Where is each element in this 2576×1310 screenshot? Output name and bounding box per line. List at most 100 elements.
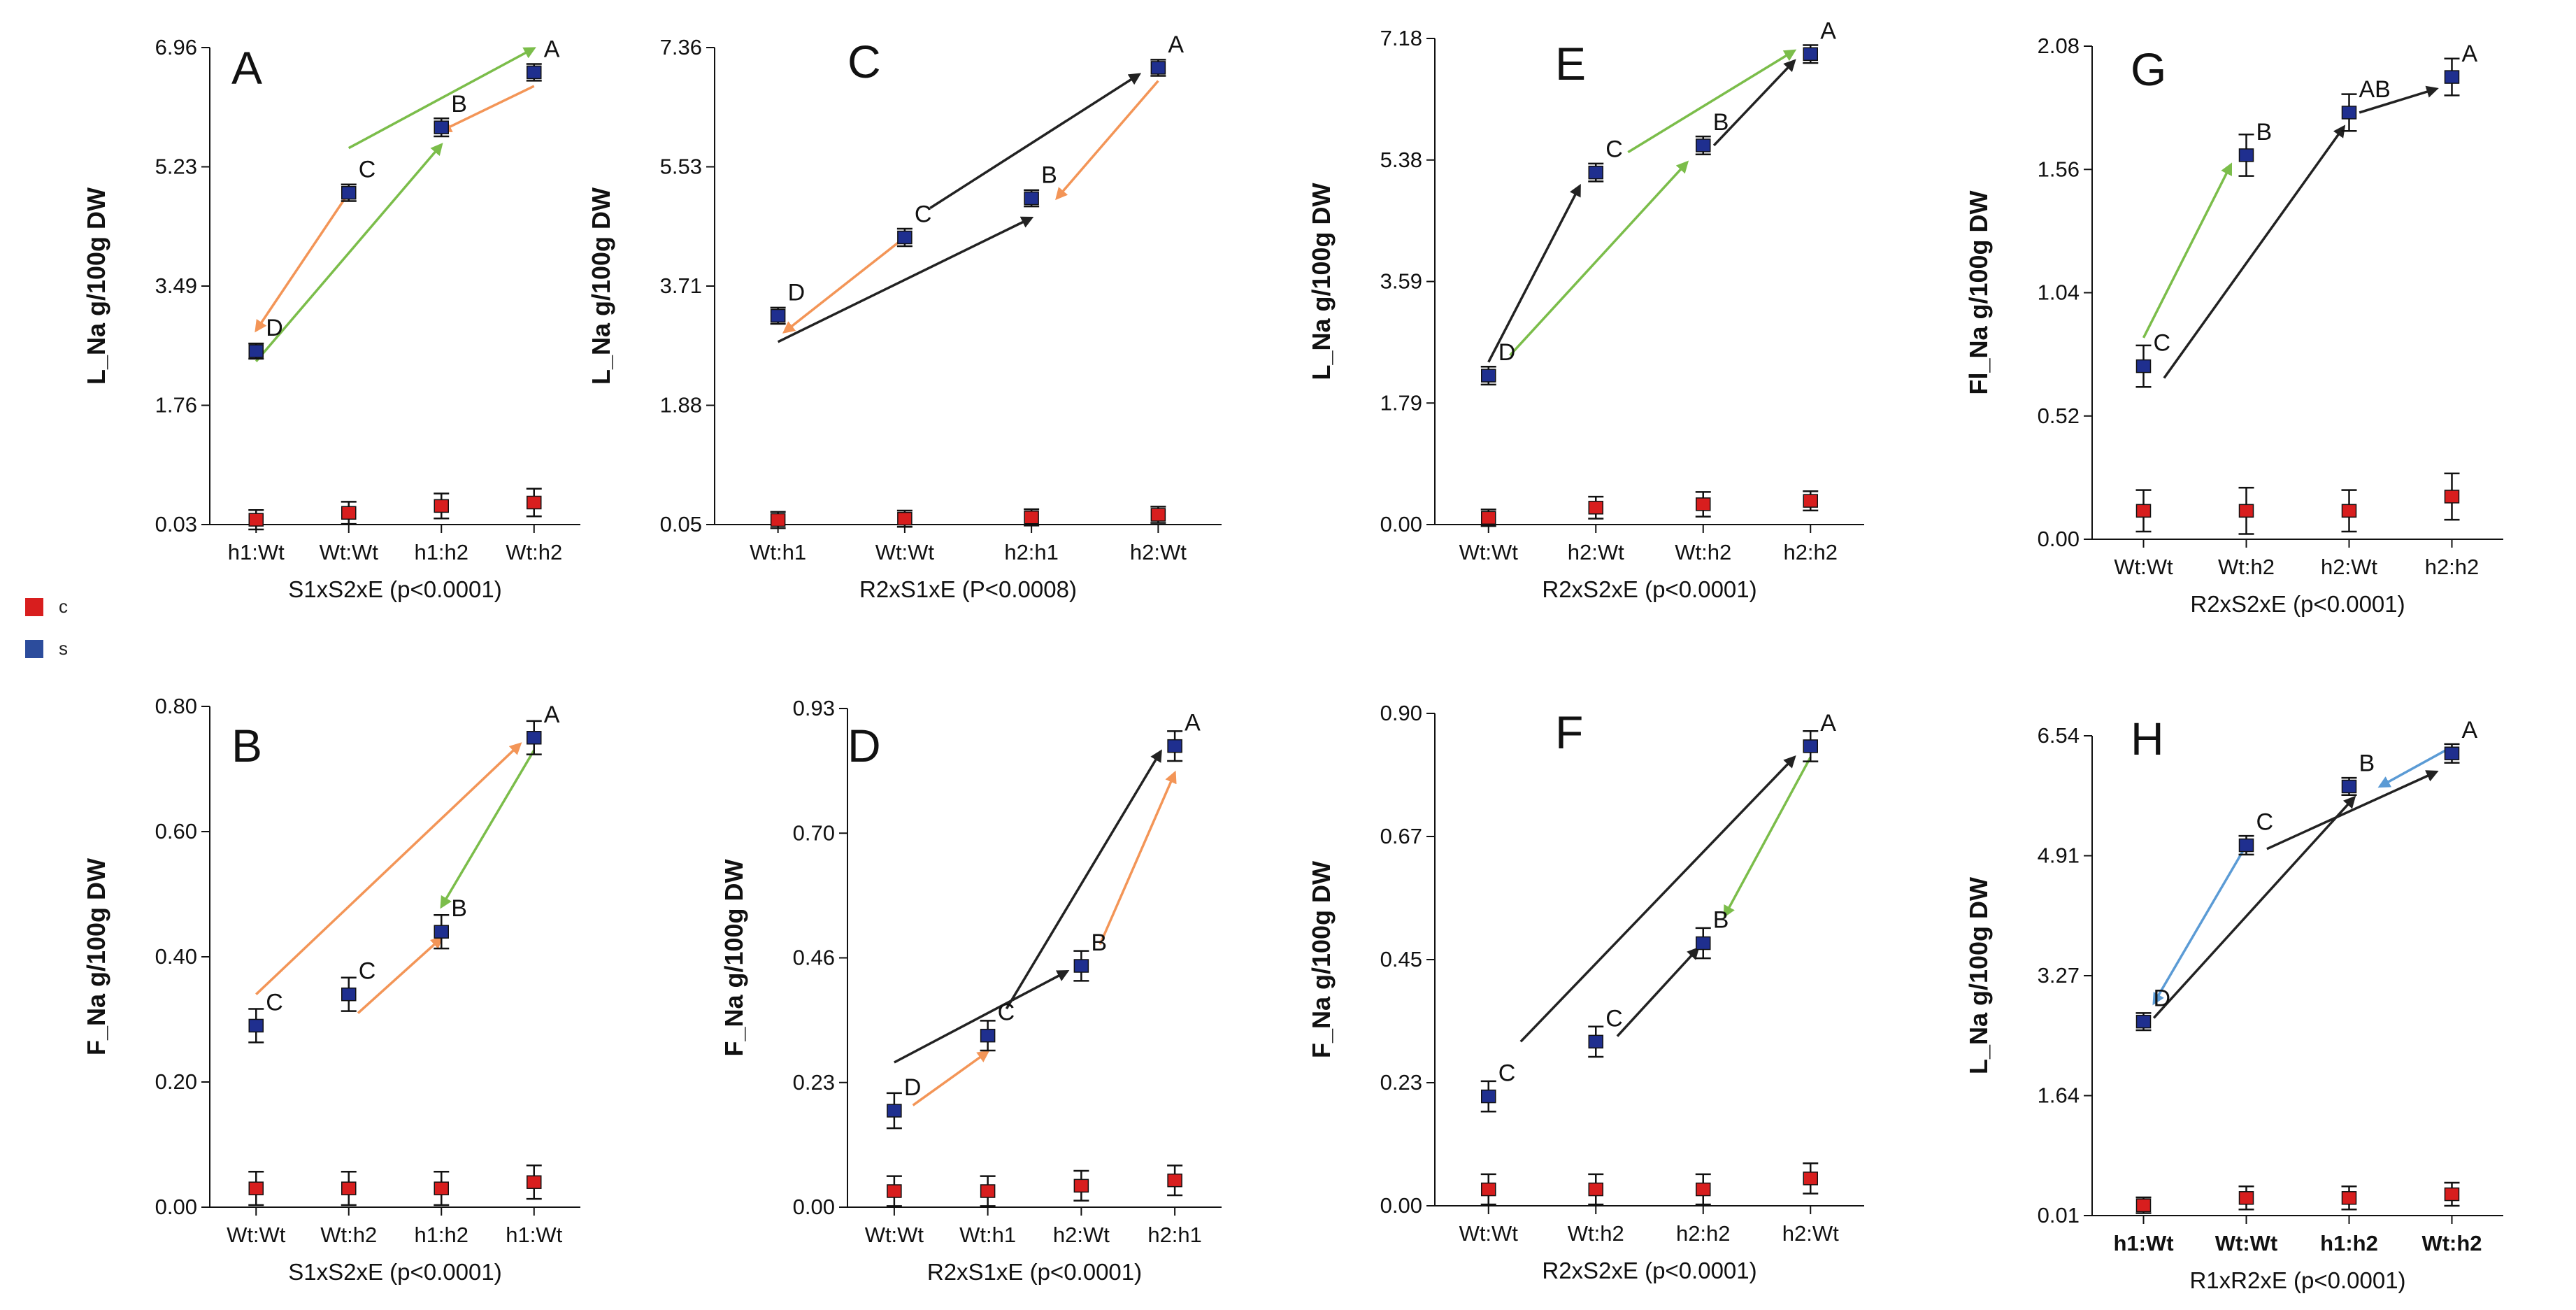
- panel-h-sig-letter: B: [2359, 750, 2375, 776]
- panel-d-point-s: [1073, 959, 1089, 973]
- panel-d-sig-letter: A: [1185, 710, 1201, 736]
- panel-g-point-c: [2135, 504, 2152, 518]
- panel-h-arrow-black: [2266, 770, 2439, 850]
- panel-f-point-c: [1803, 1172, 1818, 1186]
- panel-g-point-c: [2444, 490, 2460, 504]
- panel-c-panel-label: C: [847, 36, 881, 87]
- panel-d-y-tick-label: 0.46: [793, 946, 835, 970]
- panel-a-point-c: [527, 495, 542, 510]
- panel-h-sig-letter: A: [2462, 717, 2478, 743]
- panel-b-y-tick-label: 0.00: [155, 1195, 197, 1219]
- panel-d-x-axis-title: R2xS1xE (p<0.0001): [927, 1259, 1142, 1285]
- panel-d-arrow-orange: [912, 1050, 990, 1106]
- panel-g-panel-label: G: [2131, 43, 2166, 95]
- panel-b-sig-letter: C: [266, 989, 283, 1016]
- panel-h-arrow-blue: [2152, 844, 2248, 1006]
- panel-f-y-tick-label: 0.23: [1380, 1070, 1422, 1095]
- panel-h-x-tick-label: h1:Wt: [2113, 1231, 2173, 1255]
- panel-a-x-tick-label: Wt:h2: [506, 540, 562, 564]
- legend-item-s: s: [25, 638, 68, 660]
- panel-b-sig-letter: C: [359, 958, 376, 985]
- panel-e-x-tick-label: h2:Wt: [1568, 540, 1624, 564]
- panel-b-point-s: [434, 925, 449, 939]
- panel-g-sig-letter: AB: [2359, 76, 2391, 103]
- panel-d-y-axis-title: F_Na g/100g DW: [720, 859, 748, 1056]
- panel-f-point-s: [1803, 739, 1818, 753]
- legend-label-c: c: [59, 596, 68, 617]
- panel-h-point-s: [2444, 746, 2460, 760]
- panel-h-y-tick-label: 0.01: [2038, 1203, 2080, 1227]
- legend-swatch-s: [25, 639, 43, 658]
- panel-a-x-axis-title: S1xS2xE (p<0.0001): [288, 576, 501, 602]
- panel-e-point-s: [1588, 165, 1603, 180]
- panel-b-x-tick-label: Wt:h2: [320, 1223, 377, 1247]
- panel-h-sig-letter: D: [2154, 985, 2171, 1012]
- panel-e-point-c: [1696, 497, 1711, 511]
- panel-b-arrow-green: [440, 749, 536, 909]
- panel-d-y-tick-label: 0.70: [793, 820, 835, 845]
- panel-f-x-tick-label: Wt:Wt: [1459, 1221, 1519, 1246]
- panel-d-arrow-orange: [1099, 770, 1177, 946]
- panel-d-point-s: [887, 1104, 902, 1118]
- panel-g-point-c: [2238, 504, 2254, 518]
- panel-b-x-tick-label: h1:h2: [414, 1223, 468, 1247]
- legend-item-c: c: [25, 596, 68, 618]
- panel-c-y-tick-label: 3.71: [660, 273, 702, 298]
- panel-f-sig-letter: C: [1498, 1060, 1516, 1087]
- panel-h-x-tick-label: h1:h2: [2320, 1231, 2378, 1255]
- panel-f-y-tick-label: 0.67: [1380, 824, 1422, 848]
- panel-b-arrow-orange: [357, 936, 443, 1014]
- panel-b-point-s: [527, 731, 542, 745]
- panel-h-y-tick-label: 1.64: [2038, 1083, 2080, 1108]
- panel-c-arrow-black: [777, 216, 1034, 343]
- panel-g-sig-letter: A: [2462, 41, 2478, 67]
- panel-g-y-tick-label: 1.56: [2038, 157, 2080, 181]
- panel-e-sig-letter: B: [1713, 109, 1729, 136]
- panel-h-y-tick-label: 4.91: [2038, 843, 2080, 868]
- panel-b-x-tick-label: h1:Wt: [506, 1223, 562, 1247]
- panel-d-point-c: [887, 1184, 902, 1198]
- panel-f-point-c: [1481, 1182, 1496, 1197]
- panel-e-point-s: [1696, 138, 1711, 152]
- panel-e-y-tick-label: 1.79: [1380, 390, 1422, 415]
- panel-c-sig-letter: B: [1041, 162, 1057, 189]
- panel-e-point-c: [1481, 511, 1496, 525]
- panel-a-y-tick-label: 3.49: [155, 273, 197, 298]
- panel-c-arrow-black: [929, 73, 1142, 209]
- panel-b: 0.00 0.20 0.40 0.60 0.80 Wt:Wt Wt:h2 h1:h2 h1:Wt…: [82, 694, 580, 1285]
- panel-e-arrow-black: [1487, 183, 1581, 363]
- panel-f-point-s: [1588, 1034, 1603, 1049]
- panel-c-x-tick-label: Wt:h1: [750, 540, 806, 564]
- panel-e-point-c: [1588, 501, 1603, 515]
- panel-d-x-tick-label: Wt:Wt: [865, 1223, 924, 1247]
- panel-g-x-tick-label: Wt:h2: [2218, 555, 2275, 579]
- panel-e-sig-letter: A: [1820, 17, 1836, 44]
- panel-f-y-axis-title: F_Na g/100g DW: [1307, 861, 1336, 1058]
- panel-h-point-s: [2238, 838, 2254, 853]
- panel-e: 0.00 1.79 3.59 5.38 7.18 Wt:Wt h2:Wt Wt:h2 h2:h2…: [1307, 17, 1864, 602]
- panel-h-point-c: [2238, 1191, 2254, 1205]
- panel-e-x-tick-label: Wt:Wt: [1459, 540, 1519, 564]
- panel-a-point-c: [248, 513, 264, 527]
- panel-a-point-s: [248, 344, 264, 358]
- panel-c-x-tick-label: h2:h1: [1004, 540, 1059, 564]
- panel-c-arrow-orange: [782, 236, 906, 334]
- panel-d-point-c: [980, 1184, 996, 1198]
- panel-g-arrow-black: [2359, 85, 2439, 114]
- panel-c-y-axis-title: L_Na g/100g DW: [587, 187, 615, 385]
- panel-e-arrow-green: [1509, 160, 1689, 357]
- panel-e-point-s: [1803, 47, 1818, 62]
- panel-a-y-tick-label: 6.96: [155, 35, 197, 59]
- panel-f-y-tick-label: 0.90: [1380, 701, 1422, 725]
- panel-h-y-tick-label: 6.54: [2038, 723, 2080, 748]
- panel-h-point-c: [2135, 1198, 2152, 1213]
- panel-g-y-tick-label: 1.04: [2038, 280, 2080, 305]
- panel-g-point-s: [2341, 106, 2357, 120]
- panel-c-x-tick-label: Wt:Wt: [875, 540, 935, 564]
- panel-f-point-s: [1481, 1089, 1496, 1104]
- panel-d-point-c: [1167, 1173, 1182, 1188]
- panel-a-arrow-green: [348, 47, 536, 150]
- panel-c-sig-letter: A: [1168, 31, 1184, 58]
- panel-a-arrow-green: [255, 143, 443, 362]
- panel-h-y-axis-title: L_Na g/100g DW: [1964, 877, 1993, 1074]
